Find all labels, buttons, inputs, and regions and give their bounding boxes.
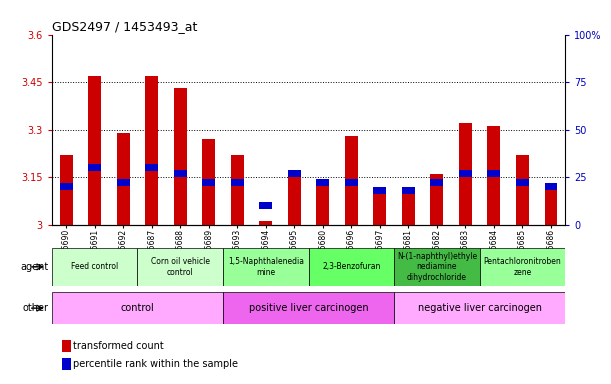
Bar: [345, 136, 357, 225]
Bar: [202, 179, 215, 186]
Text: Pentachloronitroben
zene: Pentachloronitroben zene: [483, 257, 562, 276]
Bar: [316, 179, 329, 186]
Bar: [394, 248, 480, 286]
Bar: [516, 179, 529, 186]
Bar: [260, 202, 273, 209]
Bar: [459, 170, 472, 177]
Bar: [459, 123, 472, 225]
Bar: [309, 248, 394, 286]
Bar: [544, 187, 557, 225]
Bar: [488, 126, 500, 225]
Bar: [145, 76, 158, 225]
Bar: [174, 170, 187, 177]
Bar: [288, 174, 301, 225]
Bar: [373, 187, 386, 225]
Bar: [345, 179, 357, 186]
Bar: [62, 340, 71, 352]
Text: positive liver carcinogen: positive liver carcinogen: [249, 303, 368, 313]
Text: Corn oil vehicle
control: Corn oil vehicle control: [151, 257, 210, 276]
Bar: [52, 292, 223, 324]
Bar: [60, 183, 73, 190]
Bar: [231, 155, 244, 225]
Bar: [288, 170, 301, 177]
Bar: [202, 139, 215, 225]
Bar: [52, 248, 137, 286]
Text: percentile rank within the sample: percentile rank within the sample: [73, 359, 238, 369]
Bar: [488, 170, 500, 177]
Bar: [137, 248, 223, 286]
Text: 1,5-Naphthalenedia
mine: 1,5-Naphthalenedia mine: [228, 257, 304, 276]
Text: N-(1-naphthyl)ethyle
nediamine
dihydrochloride: N-(1-naphthyl)ethyle nediamine dihydroch…: [397, 252, 477, 282]
Bar: [480, 248, 565, 286]
Bar: [402, 187, 415, 194]
Text: negative liver carcinogen: negative liver carcinogen: [418, 303, 541, 313]
Text: control: control: [120, 303, 155, 313]
Text: other: other: [23, 303, 49, 313]
Bar: [373, 187, 386, 194]
Text: 2,3-Benzofuran: 2,3-Benzofuran: [322, 262, 381, 271]
Text: Feed control: Feed control: [71, 262, 119, 271]
Bar: [89, 76, 101, 225]
Bar: [316, 184, 329, 225]
Bar: [260, 222, 273, 225]
Bar: [62, 358, 71, 370]
Bar: [402, 187, 415, 225]
Bar: [117, 133, 130, 225]
Bar: [430, 179, 443, 186]
Bar: [145, 164, 158, 171]
Bar: [516, 155, 529, 225]
Text: GDS2497 / 1453493_at: GDS2497 / 1453493_at: [52, 20, 197, 33]
Text: transformed count: transformed count: [73, 341, 164, 351]
Bar: [223, 292, 394, 324]
Bar: [89, 164, 101, 171]
Bar: [430, 174, 443, 225]
Bar: [60, 155, 73, 225]
Bar: [231, 179, 244, 186]
Text: agent: agent: [21, 262, 49, 272]
Bar: [544, 183, 557, 190]
Bar: [117, 179, 130, 186]
Bar: [394, 292, 565, 324]
Bar: [174, 88, 187, 225]
Bar: [223, 248, 309, 286]
